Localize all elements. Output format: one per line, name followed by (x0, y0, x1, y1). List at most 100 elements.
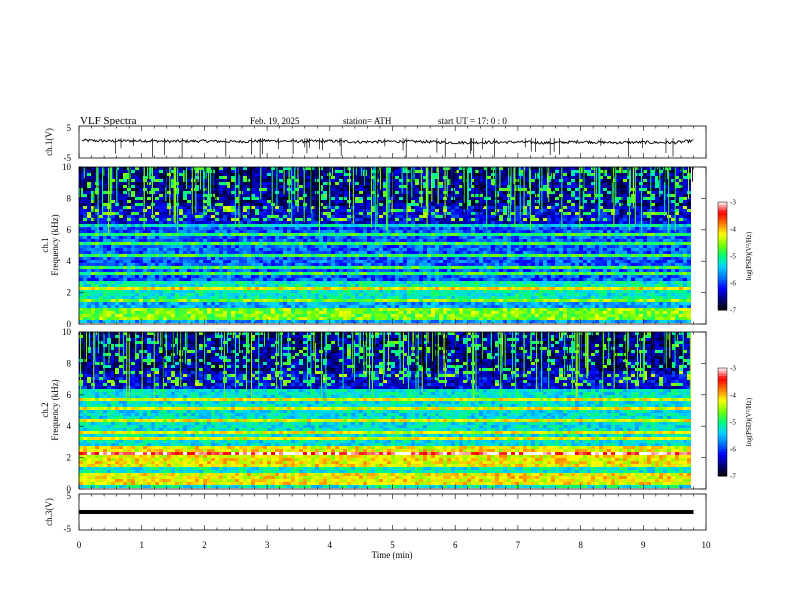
spectrogram-cell (247, 215, 251, 218)
spectrogram-cell (387, 224, 391, 227)
spectrogram-cell (91, 224, 95, 227)
spectrogram-cell (403, 194, 407, 197)
spectrogram-cell (247, 251, 251, 254)
spectrogram-cell (611, 191, 615, 194)
spectrogram-cell (483, 173, 487, 176)
spectrogram-cell (623, 209, 627, 212)
spectrogram-cell (103, 197, 107, 200)
spectrogram-cell (255, 242, 259, 245)
spectrogram-cell (575, 248, 579, 251)
spectrogram-cell (343, 242, 347, 245)
spectrogram-cell (635, 248, 639, 251)
spectrogram-cell (247, 194, 251, 197)
spectrogram-cell (295, 218, 299, 221)
spectrogram-cell (503, 200, 507, 203)
spectrogram-cell (283, 188, 287, 191)
spectrogram-cell (119, 179, 123, 182)
spectrogram-cell (311, 200, 315, 203)
spectrogram-cell (635, 224, 639, 227)
spectrogram-cell (135, 194, 139, 197)
spectrogram-cell (467, 224, 471, 227)
spectrogram-cell (571, 173, 575, 176)
spectrogram-cell (595, 215, 599, 218)
spectrogram-cell (83, 215, 87, 218)
spectrogram-cell (347, 221, 351, 224)
spectrogram-cell (531, 227, 535, 230)
spectrogram-cell (599, 221, 603, 224)
spectrogram-cell (99, 260, 103, 263)
spectrogram-cell (679, 242, 683, 245)
spectrogram-cell (147, 224, 151, 227)
spectrogram-cell (331, 251, 335, 254)
spectrogram-cell (443, 221, 447, 224)
spectrogram-cell (371, 233, 375, 236)
spectrogram-cell (203, 191, 207, 194)
spectrogram-cell (471, 200, 475, 203)
spectrogram-cell (511, 209, 515, 212)
spectrogram-cell (219, 224, 223, 227)
spectrogram-cell (199, 251, 203, 254)
spectrogram-cell (571, 200, 575, 203)
spectrogram-cell (215, 176, 219, 179)
spectrogram-cell (475, 170, 479, 173)
spectrogram-cell (99, 167, 103, 170)
spectrogram-cell (399, 257, 403, 260)
spectrogram-cell (523, 206, 527, 209)
spectrogram-cell (615, 236, 619, 239)
spectrogram-cell (159, 173, 163, 176)
spectrogram-cell (327, 191, 331, 194)
spectrogram-cell (519, 251, 523, 254)
spectrogram-cell (531, 245, 535, 248)
spectrogram-cell (379, 224, 383, 227)
spectrogram-cell (79, 179, 83, 182)
spectrogram-cell (367, 188, 371, 191)
spectrogram-cell (171, 167, 175, 170)
spectrogram-cell (423, 197, 427, 200)
spectrogram-cell (91, 203, 95, 206)
spectrogram-cell (87, 170, 91, 173)
spectrogram-cell (395, 212, 399, 215)
spectrogram-cell (331, 179, 335, 182)
spectrogram-cell (527, 203, 531, 206)
spectrogram-cell (327, 224, 331, 227)
spectrogram-cell (311, 179, 315, 182)
spectrogram-cell (523, 218, 527, 221)
spectrogram-cell (503, 227, 507, 230)
spectrogram-cell (427, 212, 431, 215)
spectrogram-cell (131, 236, 135, 239)
spectrogram-cell (451, 209, 455, 212)
spectrogram-cell (203, 167, 207, 170)
spectrogram-cell (111, 188, 115, 191)
spectrogram-cell (243, 197, 247, 200)
spectrogram-cell (207, 194, 211, 197)
spectrogram-cell (99, 239, 103, 242)
spectrogram-cell (427, 191, 431, 194)
spectrogram-cell (207, 182, 211, 185)
spectrogram-cell (603, 170, 607, 173)
spectrogram-cell (295, 257, 299, 260)
spectrogram-cell (371, 188, 375, 191)
spectrogram-cell (355, 197, 359, 200)
spectrogram-cell (119, 173, 123, 176)
spectrogram-cell (655, 230, 659, 233)
spectrogram-cell (263, 257, 267, 260)
spectrogram-cell (539, 176, 543, 179)
spectrogram-cell (307, 230, 311, 233)
spectrogram-cell (595, 179, 599, 182)
spectrogram-cell (323, 212, 327, 215)
spectrogram-cell (523, 191, 527, 194)
spectrogram-cell (583, 224, 587, 227)
spectrogram-cell (119, 218, 123, 221)
spectrogram-cell (631, 215, 635, 218)
spectrogram-cell (199, 260, 203, 263)
spectrogram-cell (111, 176, 115, 179)
spectrogram-cell (251, 245, 255, 248)
spectrogram-cell (187, 239, 191, 242)
spectrogram-cell (511, 179, 515, 182)
spectrogram-cell (591, 182, 595, 185)
spectrogram-cell (671, 212, 675, 215)
spectrogram-cell (387, 218, 391, 221)
spectrogram-cell (427, 224, 431, 227)
spectrogram-cell (527, 254, 531, 257)
spectrogram-cell (251, 239, 255, 242)
